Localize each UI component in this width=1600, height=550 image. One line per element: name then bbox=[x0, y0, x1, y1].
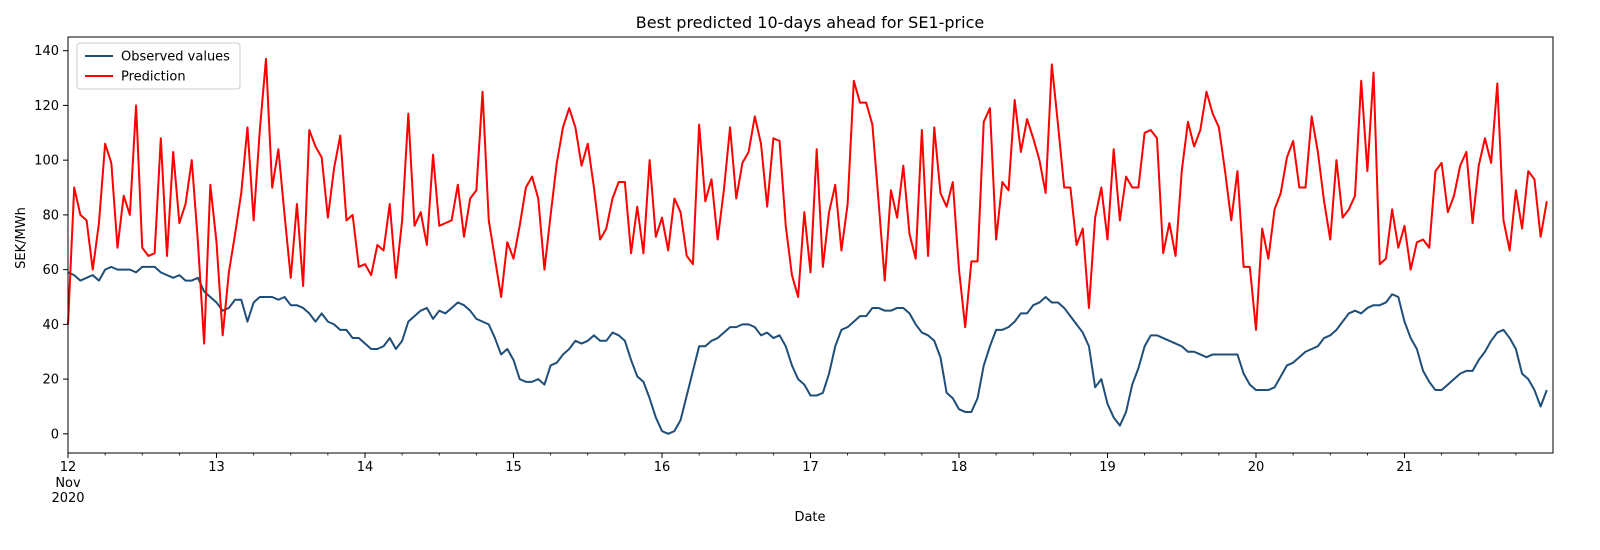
y-tick-label: 20 bbox=[42, 373, 59, 388]
x-tick-sublabel: Nov bbox=[55, 476, 81, 491]
y-tick-label: 140 bbox=[34, 44, 59, 59]
y-axis: 0 20 40 60 80 100 120 140 bbox=[34, 44, 68, 442]
y-axis-label: SEK/MWh bbox=[14, 207, 29, 269]
series-layer bbox=[67, 57, 1548, 435]
chart-title: Best predicted 10-days ahead for SE1-pri… bbox=[636, 13, 984, 32]
x-tick-label: 20 bbox=[1248, 460, 1265, 475]
x-tick-label: 18 bbox=[951, 460, 968, 475]
y-tick-label: 40 bbox=[42, 318, 59, 333]
legend-entry: Observed values bbox=[121, 50, 230, 65]
x-tick-label: 15 bbox=[505, 460, 522, 475]
y-tick-label: 80 bbox=[42, 208, 59, 223]
y-tick-label: 60 bbox=[42, 263, 59, 278]
x-tick-label: 14 bbox=[357, 460, 374, 475]
x-tick-label: 21 bbox=[1396, 460, 1413, 475]
x-axis-label: Date bbox=[794, 510, 825, 525]
legend-entry: Prediction bbox=[121, 70, 186, 85]
x-tick-label: 17 bbox=[802, 460, 819, 475]
series-line-observed bbox=[67, 265, 1548, 435]
x-tick-label: 19 bbox=[1099, 460, 1116, 475]
x-tick-label: 16 bbox=[654, 460, 671, 475]
axes-frame bbox=[67, 36, 1554, 454]
legend-box bbox=[76, 42, 241, 90]
y-tick-label: 120 bbox=[34, 99, 59, 114]
x-tick-label: 12 bbox=[60, 460, 77, 475]
series-line-prediction bbox=[67, 57, 1548, 345]
x-tick-sublabel: 2020 bbox=[51, 491, 84, 506]
y-tick-label: 100 bbox=[34, 154, 59, 169]
y-tick-label: 0 bbox=[51, 427, 59, 442]
legend: Observed values Prediction bbox=[76, 42, 241, 90]
x-tick-label: 13 bbox=[208, 460, 225, 475]
